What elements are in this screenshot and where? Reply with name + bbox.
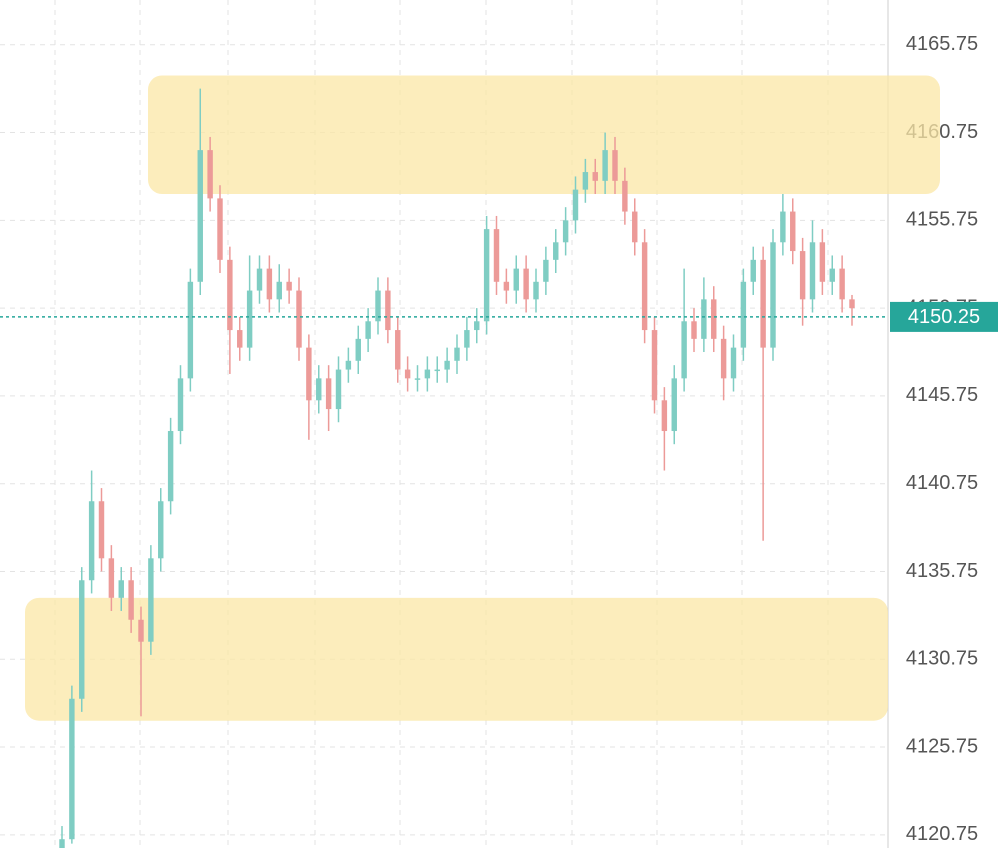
candle-body [641,242,648,331]
candle-body [523,268,529,300]
candle-body [533,281,539,300]
candle-body [632,211,638,243]
candle-body [424,369,431,379]
candle-body [582,172,589,190]
candle-body [809,242,816,300]
candle-body [286,281,292,291]
candle-body [276,281,282,300]
candle-body [780,211,786,243]
candle-body [88,501,95,581]
candle-body [98,501,105,559]
candle-body [395,330,401,370]
candle-body [474,321,480,331]
candle-body [365,321,371,339]
highlight-zone [148,75,940,195]
candle-body [197,150,203,282]
candle-body [177,378,184,432]
candle-body [207,150,213,199]
candle-body [227,259,233,331]
candle-body [325,378,332,410]
candle-body [602,150,608,181]
candle-body [711,299,717,339]
candle-body [513,268,519,291]
last-price-label: 4150.25 [908,306,980,328]
candle-body [720,338,727,379]
candle-body [681,321,687,379]
candle-body [651,330,658,401]
candle-body [819,242,826,282]
y-tick-label: 4120.75 [906,823,978,845]
candle-body [612,150,618,181]
candle-body [296,290,302,348]
y-tick-label: 4165.75 [906,33,978,55]
highlight-zone [25,597,888,721]
candle-body [375,290,381,322]
candle-body [691,321,697,339]
candle-body [444,360,450,370]
last-price-box [890,301,998,332]
candle-body [69,698,75,840]
candle-body [237,330,243,348]
y-tick-label: 4145.75 [906,384,978,406]
candle-body [622,180,628,212]
candle-body [740,281,747,348]
candle-body [799,251,806,300]
candle-body [246,290,253,348]
candle-body [59,839,65,848]
candle-body [345,360,352,370]
candle-body [661,400,668,432]
candle-body [167,431,174,502]
candle-body [404,369,411,379]
y-tick-label: 4130.75 [906,648,978,670]
candle-body [316,378,322,401]
candle-body [414,378,421,380]
candle-body [335,369,342,410]
candle-body [217,198,223,260]
candle-body [671,378,677,432]
candle-body [849,299,855,309]
candle-body [790,211,796,252]
y-tick-label: 4125.75 [906,735,978,757]
candle-body [266,268,273,300]
candle-body [118,580,124,598]
candle-body [256,268,263,291]
candle-body [562,220,569,243]
candle-body [592,172,598,181]
candle-body [148,558,154,642]
candle-body [138,619,144,642]
candle-body [750,259,756,282]
candle-body [464,330,470,348]
candle-body [701,299,707,339]
candle-body [553,242,559,260]
candle-body [730,347,737,379]
y-tick-label: 4135.75 [906,560,978,582]
candle-body [572,189,579,221]
candle-body [770,242,776,348]
candle-body [79,580,85,699]
candle-body [355,338,361,361]
candle-body [385,290,391,331]
candle-body [503,281,510,291]
candle-body [108,558,115,598]
candle-body [483,229,490,322]
candle-body [128,580,134,620]
candle-body [493,229,500,282]
candle-body [187,281,194,379]
y-tick-label: 4155.75 [906,209,978,231]
candle-body [454,347,460,361]
candle-body [543,259,549,282]
candle-body [434,369,440,372]
candle-body [760,259,766,348]
candle-body [306,347,312,401]
candle-body [839,268,845,300]
candle-body [829,268,835,282]
y-tick-label: 4140.75 [906,472,978,494]
candle-body [158,501,164,559]
